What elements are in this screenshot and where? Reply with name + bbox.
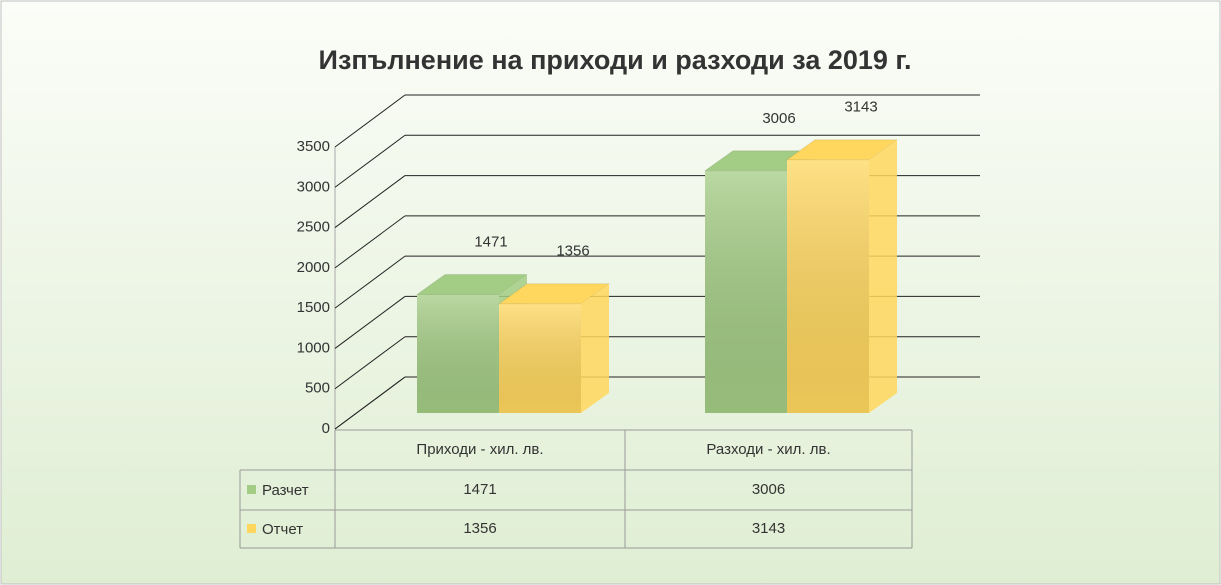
grid-line bbox=[334, 376, 406, 430]
bar-shade bbox=[705, 170, 787, 413]
y-tick-label: 2000 bbox=[297, 259, 330, 276]
grid-line bbox=[334, 175, 406, 228]
grid-line bbox=[334, 296, 406, 349]
bar-shade bbox=[787, 159, 869, 413]
table-header: Разходи - хил. лв. bbox=[706, 441, 830, 458]
bar-shade bbox=[417, 294, 499, 413]
y-tick-label: 1500 bbox=[297, 299, 330, 316]
table-cell: 1471 bbox=[463, 481, 496, 498]
legend-label: Отчет bbox=[262, 521, 303, 538]
data-label: 1356 bbox=[556, 243, 589, 260]
y-tick-label: 3000 bbox=[297, 178, 330, 195]
y-tick-label: 2500 bbox=[297, 219, 330, 236]
table-header: Приходи - хил. лв. bbox=[416, 441, 543, 458]
grid-line bbox=[334, 255, 406, 309]
y-tick-label: 0 bbox=[322, 420, 330, 437]
grid-line bbox=[334, 336, 406, 390]
y-tick-label: 1000 bbox=[297, 339, 330, 356]
data-label: 1471 bbox=[474, 233, 507, 250]
chart-title: Изпълнение на приходи и разходи за 2019 … bbox=[319, 45, 912, 75]
grid-line bbox=[334, 215, 406, 269]
bar-side bbox=[869, 139, 897, 413]
table-cell: 1356 bbox=[463, 520, 496, 537]
table-cell: 3143 bbox=[752, 520, 785, 537]
y-tick-label: 3500 bbox=[297, 138, 330, 155]
bar-shade bbox=[499, 303, 581, 413]
legend-key bbox=[247, 485, 256, 494]
data-label: 3006 bbox=[762, 110, 795, 127]
bar-side bbox=[581, 283, 609, 413]
grid-line bbox=[334, 94, 406, 148]
table-cell: 3006 bbox=[752, 481, 785, 498]
legend-label: Разчет bbox=[262, 482, 309, 499]
grid-line bbox=[334, 134, 406, 188]
data-label: 3143 bbox=[844, 99, 877, 116]
legend-key bbox=[247, 524, 256, 533]
y-tick-label: 500 bbox=[305, 380, 330, 397]
